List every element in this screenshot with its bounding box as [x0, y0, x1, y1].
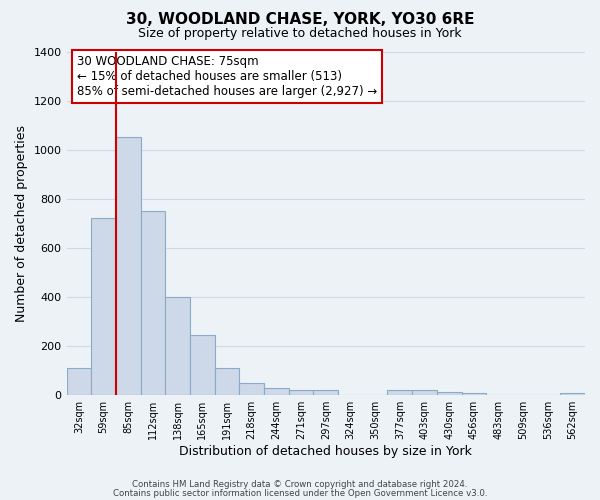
Bar [388, 390, 412, 394]
Bar [67, 368, 91, 394]
Bar [437, 392, 461, 394]
Text: Contains public sector information licensed under the Open Government Licence v3: Contains public sector information licen… [113, 488, 487, 498]
Bar [140, 212, 165, 394]
Bar [190, 334, 215, 394]
Bar [264, 388, 289, 394]
Bar [215, 368, 239, 394]
Bar [313, 390, 338, 394]
Bar [289, 390, 313, 394]
Bar [91, 218, 116, 394]
Text: Size of property relative to detached houses in York: Size of property relative to detached ho… [138, 28, 462, 40]
X-axis label: Distribution of detached houses by size in York: Distribution of detached houses by size … [179, 444, 472, 458]
Bar [461, 392, 486, 394]
Bar [239, 383, 264, 394]
Bar [165, 296, 190, 394]
Text: 30, WOODLAND CHASE, YORK, YO30 6RE: 30, WOODLAND CHASE, YORK, YO30 6RE [126, 12, 474, 28]
Bar [412, 390, 437, 394]
Text: Contains HM Land Registry data © Crown copyright and database right 2024.: Contains HM Land Registry data © Crown c… [132, 480, 468, 489]
Y-axis label: Number of detached properties: Number of detached properties [15, 124, 28, 322]
Bar [116, 138, 140, 394]
Text: 30 WOODLAND CHASE: 75sqm
← 15% of detached houses are smaller (513)
85% of semi-: 30 WOODLAND CHASE: 75sqm ← 15% of detach… [77, 55, 377, 98]
